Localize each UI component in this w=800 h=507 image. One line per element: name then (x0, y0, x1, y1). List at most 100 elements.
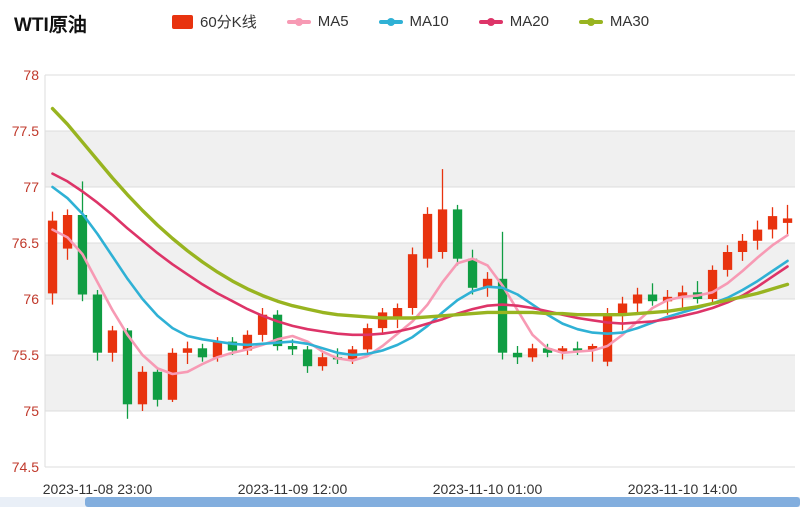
y-axis-label: 75.5 (12, 347, 39, 363)
candle-body (512, 352, 523, 358)
y-axis-label: 76.5 (12, 235, 39, 251)
candle[interactable] (107, 325, 118, 362)
page-title: WTI原油 (14, 15, 87, 36)
candle[interactable] (482, 272, 493, 297)
scrollbar-thumb[interactable] (85, 497, 800, 507)
candle[interactable] (152, 368, 163, 407)
candle-body (752, 229, 763, 241)
candle[interactable] (77, 181, 88, 302)
y-axis-label: 77.5 (12, 123, 39, 139)
y-axis-label: 76 (23, 291, 39, 307)
candle[interactable] (752, 220, 763, 250)
legend-item-kline[interactable]: 60分K线 (172, 11, 257, 32)
legend-label-ma10: MA10 (409, 13, 449, 30)
candle[interactable] (92, 290, 103, 361)
candle-body (497, 278, 508, 353)
legend-line-dot (386, 17, 395, 26)
x-axis-label: 2023-11-10 14:00 (628, 481, 738, 497)
legend-line-dot (586, 17, 595, 26)
candle[interactable] (377, 308, 388, 333)
candle-body (782, 218, 793, 223)
x-axis-label: 2023-11-10 01:00 (433, 481, 543, 497)
candle[interactable] (602, 308, 613, 367)
candle-body (737, 240, 748, 252)
candle-body (452, 209, 463, 259)
y-axis-label: 74.5 (12, 459, 39, 475)
candle[interactable] (437, 169, 448, 259)
ma10-line-icon (378, 16, 403, 28)
ma5-line (51, 228, 789, 376)
candle[interactable] (467, 249, 478, 295)
candle-body (767, 216, 778, 230)
candle-body (527, 348, 538, 358)
ma20-line (51, 172, 789, 337)
legend-line-dot (294, 17, 303, 26)
candle-body (302, 349, 313, 367)
candle-body (377, 312, 388, 329)
legend-item-ma10[interactable]: MA10 (378, 13, 449, 30)
candle-body (242, 334, 253, 351)
candle[interactable] (257, 308, 268, 342)
ma20-line-icon (478, 16, 503, 28)
candle[interactable] (542, 343, 553, 358)
candle-body (587, 346, 598, 351)
candle[interactable] (527, 343, 538, 362)
candle-body (482, 278, 493, 288)
candle[interactable] (317, 352, 328, 371)
candle[interactable] (587, 343, 598, 362)
kline-swatch-icon (172, 14, 193, 29)
legend-item-ma20[interactable]: MA20 (478, 13, 549, 30)
candle-body (257, 314, 268, 335)
candle[interactable] (182, 341, 193, 364)
candle[interactable] (62, 209, 73, 260)
candle-body (92, 294, 103, 353)
candle-body (122, 330, 133, 405)
candle-body (632, 294, 643, 304)
legend-line-dot (486, 17, 495, 26)
candle[interactable] (272, 310, 283, 351)
candle[interactable] (632, 287, 643, 313)
candle[interactable] (767, 207, 778, 239)
candle-body (197, 348, 208, 358)
candle[interactable] (407, 247, 418, 315)
candle[interactable] (647, 283, 658, 306)
candle[interactable] (137, 366, 148, 411)
ma30-line-icon (578, 16, 603, 28)
candle[interactable] (722, 245, 733, 277)
candle[interactable] (302, 346, 313, 373)
y-axis-label: 78 (23, 67, 39, 83)
candle[interactable] (122, 328, 133, 419)
y-axis-label: 75 (23, 403, 39, 419)
candle[interactable] (392, 303, 403, 329)
candle-body (542, 348, 553, 353)
candle[interactable] (47, 211, 58, 305)
candle[interactable] (362, 323, 373, 353)
candle[interactable] (707, 265, 718, 304)
legend-item-ma5[interactable]: MA5 (286, 13, 349, 30)
legend-item-ma30[interactable]: MA30 (578, 13, 650, 30)
ma5-line-icon (286, 16, 311, 28)
candle[interactable] (782, 204, 793, 237)
candle-body (317, 357, 328, 367)
candle[interactable] (737, 234, 748, 261)
ma10-line (51, 185, 789, 357)
candle[interactable] (422, 207, 433, 268)
candle-body (557, 348, 568, 353)
ma30-line (50, 106, 790, 320)
candle[interactable] (242, 330, 253, 355)
candle[interactable] (497, 231, 508, 360)
legend-label-ma30: MA30 (609, 13, 650, 30)
candle-body (227, 341, 238, 351)
y-axis-label: 77 (23, 179, 39, 195)
candle-body (392, 308, 403, 320)
legend-label-ma5: MA5 (317, 13, 349, 30)
candle[interactable] (197, 343, 208, 362)
candle-body (107, 330, 118, 353)
horizontal-scrollbar[interactable] (0, 497, 800, 507)
candle[interactable] (512, 346, 523, 364)
candle[interactable] (452, 204, 463, 266)
candle-body (647, 294, 658, 302)
legend-label-kline: 60分K线 (200, 14, 257, 31)
